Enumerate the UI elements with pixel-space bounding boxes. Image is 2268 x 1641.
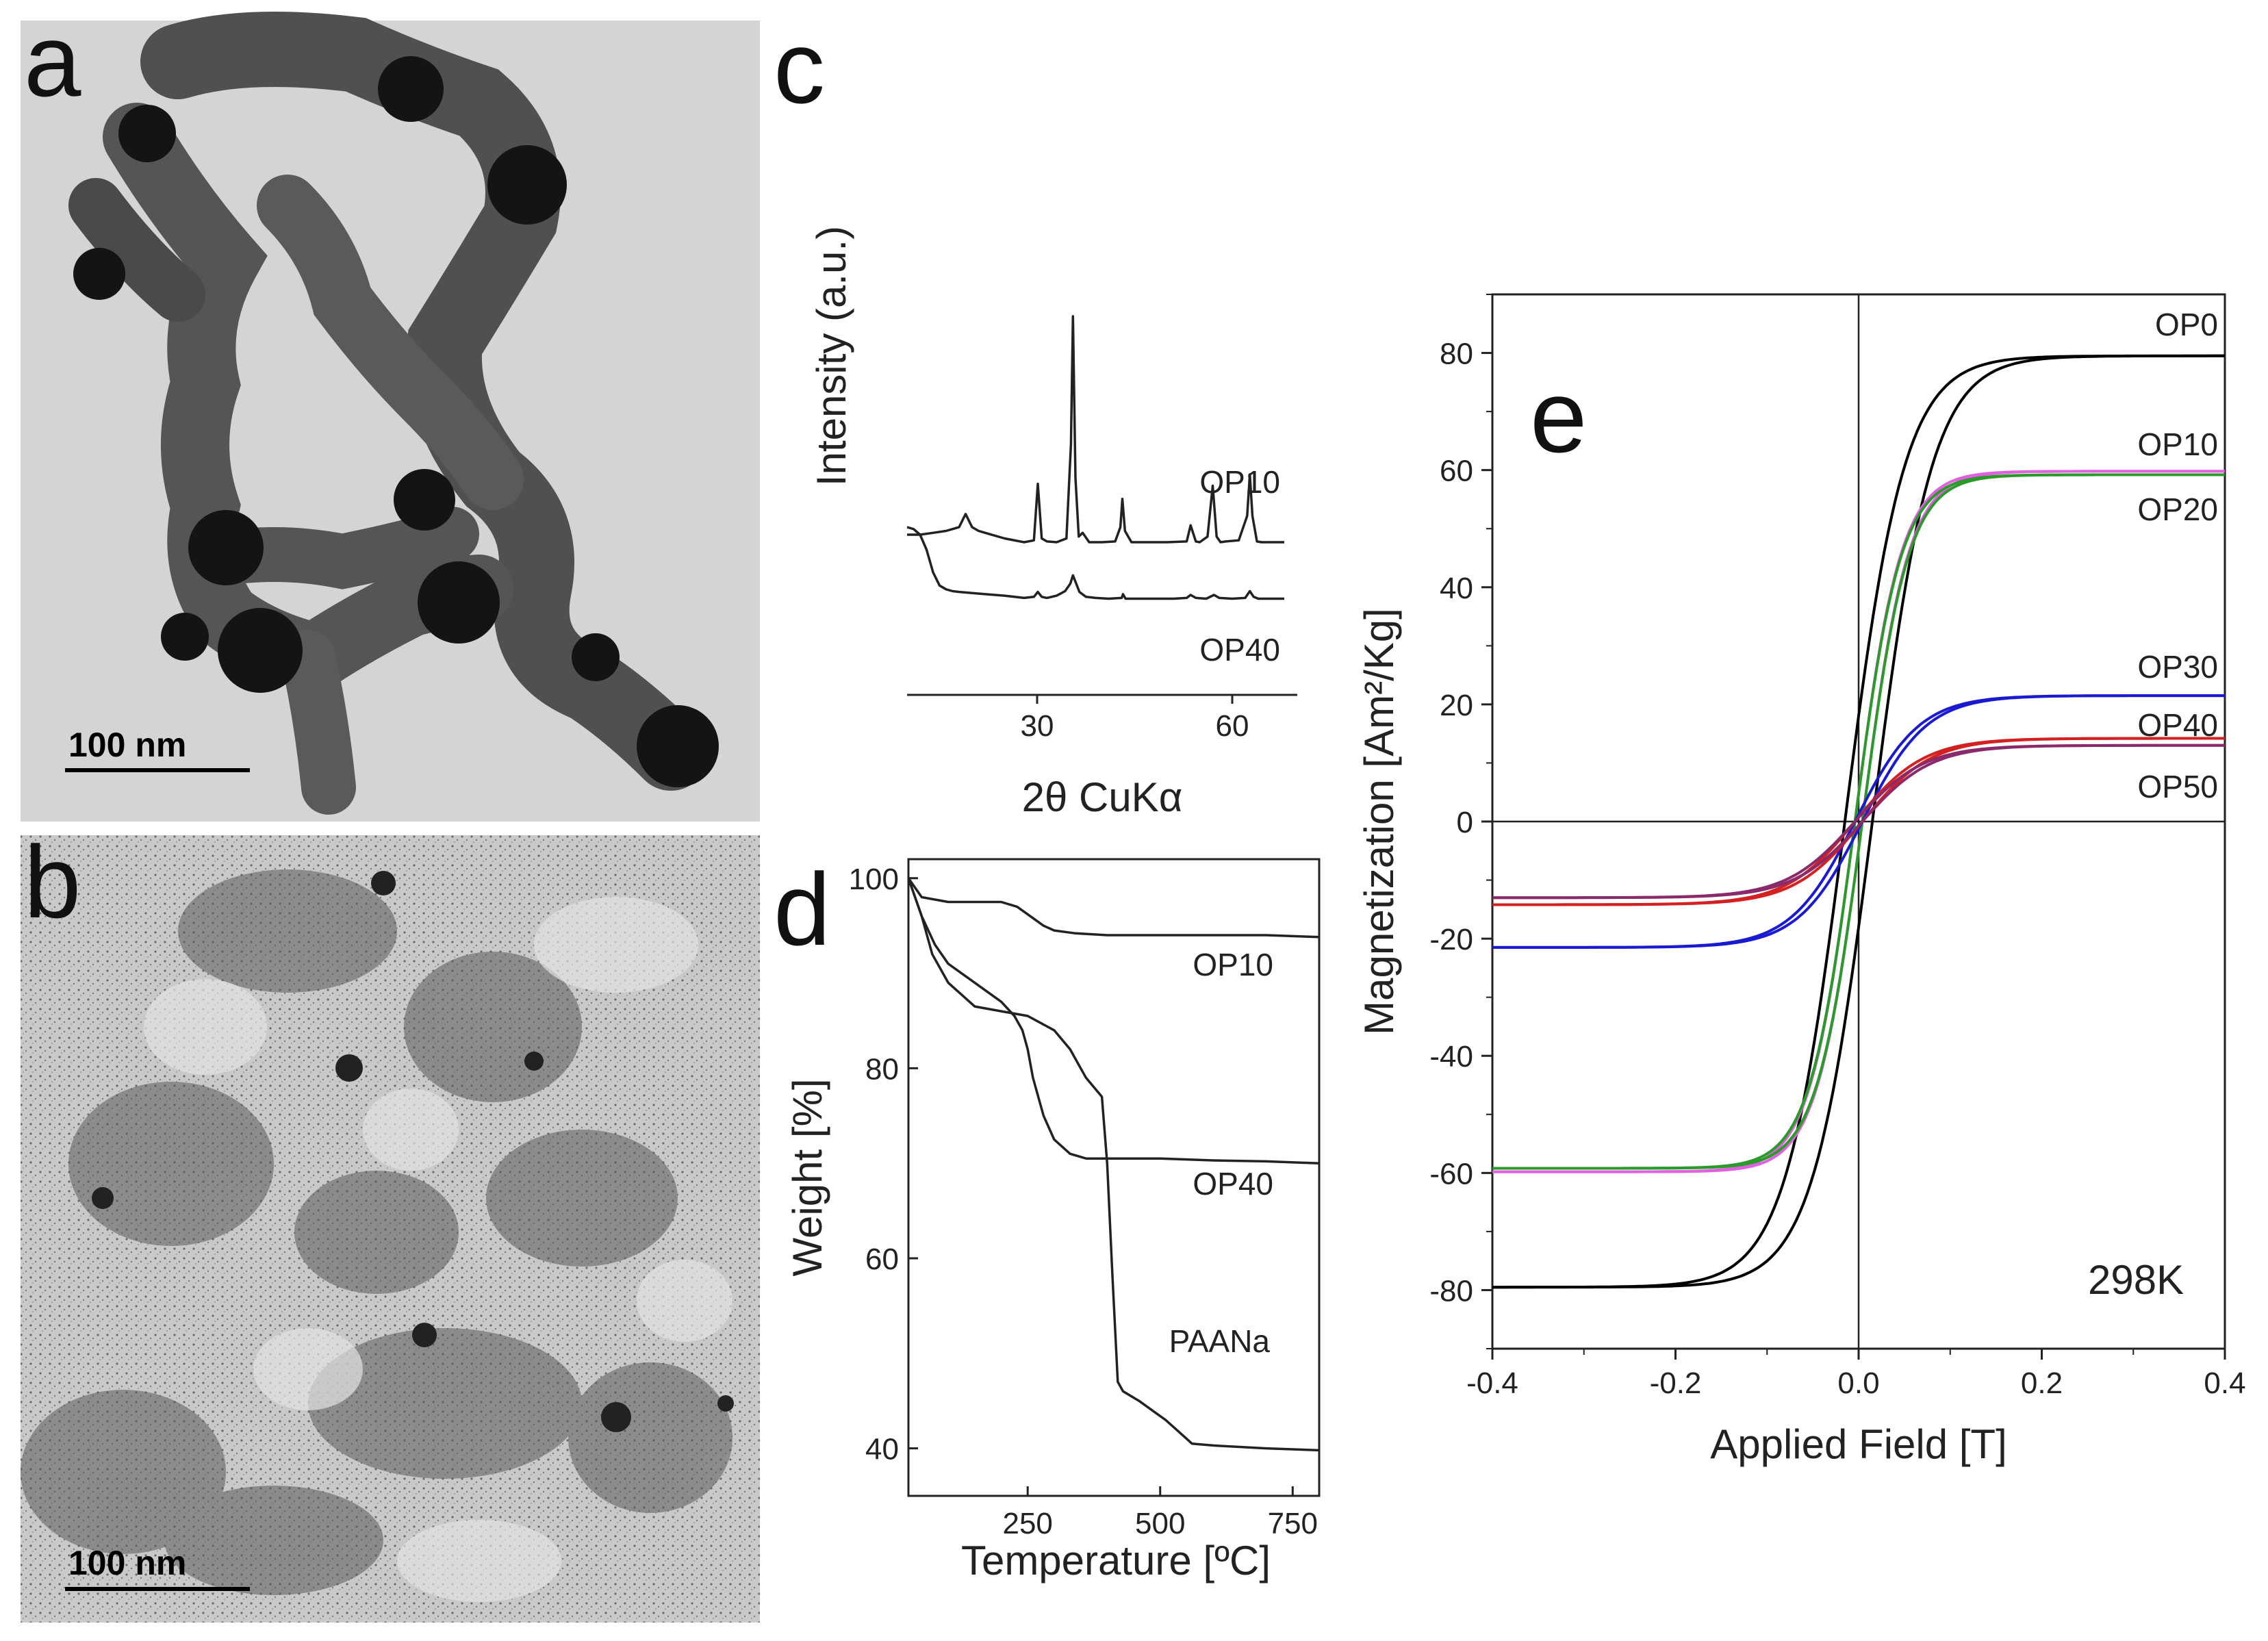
panel-e-x-tick-label: 0.0 [1837, 1366, 1879, 1400]
scale-bar-b-label: 100 nm [68, 1544, 186, 1582]
panel-e-label-OP50: OP50 [2137, 769, 2218, 804]
panel-d-plot-frame [907, 858, 1321, 1497]
panel-e-x-tick-label: -0.2 [1650, 1366, 1702, 1400]
panel-d-x-tick-label: 500 [1135, 1507, 1185, 1540]
panel-d-y-tick-label: 60 [865, 1243, 899, 1276]
panel-e-y-tick-label: 0 [1457, 806, 1473, 839]
dark-particle-clusters [73, 56, 719, 787]
panel-c-curves [906, 315, 1284, 600]
panel-d-x-tick-label: 750 [1268, 1507, 1318, 1540]
light-regions [144, 897, 732, 1602]
panel-d-y-tick-label: 100 [849, 863, 899, 896]
panel-e-series-OP30-ascending [1492, 694, 2225, 949]
panel-e-y-tick-label: -80 [1429, 1274, 1473, 1308]
panel-d-y-axis-title: Weight [%] [785, 1078, 830, 1276]
panel-c-series-OP10 [907, 315, 1284, 544]
panel-d-curve-labels: OP10 OP40 PAANa [1169, 947, 1273, 1359]
panel-d: d 250 500 750 40 60 80 100 OP10 OP40 PAANa Weigh… [774, 852, 1321, 1583]
panel-e-x-tick-label: 0.4 [2204, 1366, 2245, 1400]
panel-c-x-tick-label: 30 [1021, 709, 1054, 743]
panel-e-y-tick-label: 80 [1440, 338, 1473, 371]
panel-e-label-OP40: OP40 [2137, 707, 2218, 743]
panel-a-letter: a [24, 3, 81, 118]
panel-e-y-tick-label: 20 [1440, 689, 1473, 722]
panel-e-x-axis-title: Applied Field [T] [1710, 1421, 2007, 1467]
panel-d-y-tick-label: 40 [865, 1433, 899, 1466]
panel-e-y-tick-label: -20 [1429, 923, 1473, 956]
panel-c-x-ticks: 30 60 [1021, 695, 1249, 743]
panel-c-x-axis-title: 2θ CuKα [1022, 774, 1183, 820]
panel-e-y-axis-title: Magnetization [Am²/Kg] [1356, 608, 1402, 1035]
scale-bar-b [65, 1587, 250, 1591]
panel-e-series-OP20-ascending [1492, 473, 2225, 1170]
panel-e-curve-labels: OP0 OP10 OP20 OP30 OP40 OP50 [2137, 307, 2218, 804]
panel-e-curves [1492, 354, 2225, 1289]
dark-spots [92, 871, 734, 1432]
panel-e-letter: e [1530, 359, 1587, 474]
panel-c: c 30 60 OP10 OP40 Intensity (a.u.) 2θ CuKα [774, 10, 1297, 820]
panel-e: -0.4 -0.2 0.0 0.2 0.4 -80 -60 -40 -20 0 20 40 60 80 O… [1356, 293, 2246, 1467]
panel-e-label-OP0: OP0 [2155, 307, 2218, 342]
panel-e-label-OP10: OP10 [2137, 427, 2218, 462]
panel-e-x-tick-label: -0.4 [1466, 1366, 1518, 1400]
panel-c-label-OP40: OP40 [1199, 632, 1280, 667]
panel-d-label-OP10: OP10 [1193, 947, 1273, 982]
panel-d-x-axis-title: Temperature [ºC] [961, 1538, 1271, 1583]
panel-d-series-OP40 [907, 878, 1320, 1165]
panel-d-letter: d [774, 852, 830, 967]
panel-e-annotation: 298K [2088, 1257, 2184, 1303]
panel-a: 100 nm a [21, 3, 760, 822]
panel-c-label-OP10: OP10 [1199, 464, 1280, 500]
panel-c-letter: c [774, 10, 825, 125]
panel-e-ticks: -0.4 -0.2 0.0 0.2 0.4 -80 -60 -40 -20 0 20 40 60 80 [1429, 294, 2246, 1400]
panel-d-label-PAANa: PAANa [1169, 1323, 1271, 1359]
panel-d-x-tick-label: 250 [1002, 1507, 1052, 1540]
panel-e-y-tick-label: -40 [1429, 1040, 1473, 1073]
panel-e-y-tick-label: 60 [1440, 455, 1473, 488]
scale-bar-a [65, 768, 250, 772]
scale-bar-a-label: 100 nm [68, 726, 186, 764]
panel-c-y-axis-title: Intensity (a.u.) [808, 226, 854, 486]
panel-e-label-OP20: OP20 [2137, 492, 2218, 527]
panel-e-label-OP30: OP30 [2137, 649, 2218, 685]
panel-e-y-tick-label: 40 [1440, 572, 1473, 605]
panel-d-curves [907, 877, 1320, 1452]
panel-d-y-tick-label: 80 [865, 1052, 899, 1086]
panel-d-series-OP10 [907, 877, 1320, 939]
panel-c-curve-labels: OP10 OP40 [1199, 464, 1280, 667]
panel-d-ticks: 250 500 750 40 60 80 100 [849, 863, 1318, 1540]
panel-b: 100 nm b [21, 824, 760, 1623]
panel-e-series-OP50-ascending [1492, 743, 2225, 900]
panel-d-label-OP40: OP40 [1193, 1166, 1273, 1201]
panel-e-series-OP0-ascending [1492, 354, 2225, 1289]
panel-d-series-PAANa [907, 878, 1320, 1452]
panel-e-y-tick-label: -60 [1429, 1157, 1473, 1191]
panel-c-x-tick-label: 60 [1216, 709, 1249, 743]
panel-e-x-tick-label: 0.2 [2021, 1366, 2063, 1400]
panel-b-letter: b [24, 824, 81, 939]
panel-c-series-OP40 [906, 526, 1284, 600]
